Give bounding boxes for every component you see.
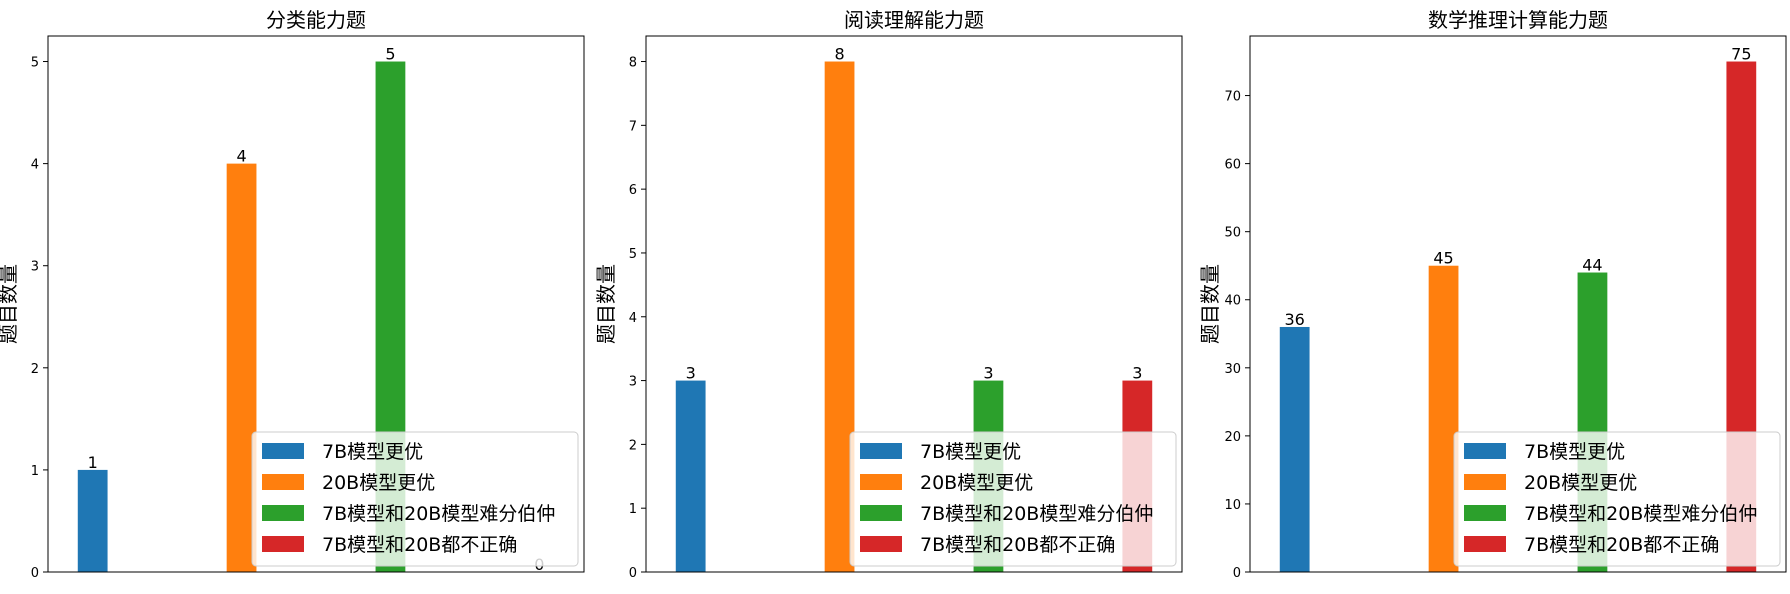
bar-value-label: 5 [385,45,395,64]
legend-box [251,431,579,567]
legend-label-4: 7B模型和20B都不正确 [920,534,1115,556]
legend-swatch-1 [1464,443,1506,459]
chart-title: 数学推理计算能力题 [1428,8,1608,32]
bar-value-label: 3 [686,364,696,383]
legend-swatch-3 [860,505,902,521]
y-tick-label: 5 [629,247,637,262]
legend-swatch-3 [262,505,304,521]
legend-label-3: 7B模型和20B模型难分伯仲 [1524,503,1757,525]
legend-label-1: 7B模型更优 [1524,441,1625,463]
bar-value-label: 36 [1284,310,1304,329]
chart-title: 阅读理解能力题 [844,8,984,32]
y-tick-label: 3 [31,260,39,275]
bar-value-label: 1 [88,453,98,472]
y-tick-label: 7 [629,119,637,134]
y-axis-label: 题目数量 [1198,264,1222,344]
y-tick-label: 60 [1224,158,1241,173]
legend-swatch-1 [262,443,304,459]
y-tick-label: 2 [629,438,637,453]
legend: 7B模型更优 20B模型更优 7B模型和20B模型难分伯仲 7B模型和20B都不正确 [1453,431,1781,567]
legend-swatch-2 [860,474,902,490]
bar-value-label: 75 [1731,45,1751,64]
legend-box [1453,431,1781,567]
bar-1 [675,380,706,572]
bar-value-label: 44 [1582,256,1602,275]
axes-frame [47,35,585,573]
legend-label-3: 7B模型和20B模型难分伯仲 [322,503,555,525]
legend-swatch-4 [1464,536,1506,552]
y-tick-label: 40 [1224,294,1241,309]
axes-frame [645,35,1183,573]
legend-swatch-1 [860,443,902,459]
legend-swatch-2 [262,474,304,490]
y-axis-label: 题目数量 [0,264,20,344]
bar-value-label: 4 [236,147,246,166]
bar-2 [1428,265,1459,572]
axes-frame [1249,35,1787,573]
legend-swatch-2 [1464,474,1506,490]
y-tick-label: 30 [1224,362,1241,377]
legend: 7B模型更优 20B模型更优 7B模型和20B模型难分伯仲 7B模型和20B都不正确 [251,431,579,567]
bar-2 [226,163,257,572]
legend-swatch-3 [1464,505,1506,521]
y-tick-label: 20 [1224,430,1241,445]
legend-box [849,431,1177,567]
y-tick-label: 0 [1233,566,1241,581]
bar-value-label: 3 [983,364,993,383]
y-tick-label: 70 [1224,90,1241,105]
y-tick-label: 4 [629,311,637,326]
bar-1 [1279,326,1310,572]
y-tick-label: 5 [31,56,39,71]
bar-value-label: 8 [834,45,844,64]
legend-label-2: 20B模型更优 [1524,472,1637,494]
y-tick-label: 0 [31,566,39,581]
y-tick-label: 50 [1224,226,1241,241]
y-tick-label: 1 [629,502,637,517]
legend-label-1: 7B模型更优 [920,441,1021,463]
y-tick-label: 8 [629,56,637,71]
bar-value-label: 3 [1132,364,1142,383]
y-tick-label: 2 [31,362,39,377]
legend-swatch-4 [262,536,304,552]
legend-label-4: 7B模型和20B都不正确 [322,534,517,556]
bar-2 [824,61,855,573]
y-tick-label: 10 [1224,498,1241,513]
legend-label-2: 20B模型更优 [920,472,1033,494]
y-tick-label: 6 [629,183,637,198]
bar-value-label: 45 [1433,249,1453,268]
y-axis-label: 题目数量 [594,264,618,344]
y-tick-label: 3 [629,375,637,390]
chart-panel-2: 383 3012345678阅读理解能力题题目数量7B模型更优20B模型更优7B模… [594,8,1183,581]
bar-1 [77,469,108,572]
y-tick-label: 4 [31,158,39,173]
legend: 7B模型更优 20B模型更优 7B模型和20B模型难分伯仲 7B模型和20B都不正确 [849,431,1177,567]
y-tick-label: 0 [629,566,637,581]
legend-label-4: 7B模型和20B都不正确 [1524,534,1719,556]
legend-label-2: 20B模型更优 [322,472,435,494]
chart-title: 分类能力题 [266,8,366,32]
chart-panel-1: 1450012345分类能力题题目数量7B模型更优20B模型更优7B模型和20B… [0,8,585,581]
legend-label-3: 7B模型和20B模型难分伯仲 [920,503,1153,525]
y-tick-label: 1 [31,464,39,479]
legend-label-1: 7B模型更优 [322,441,423,463]
legend-swatch-4 [860,536,902,552]
